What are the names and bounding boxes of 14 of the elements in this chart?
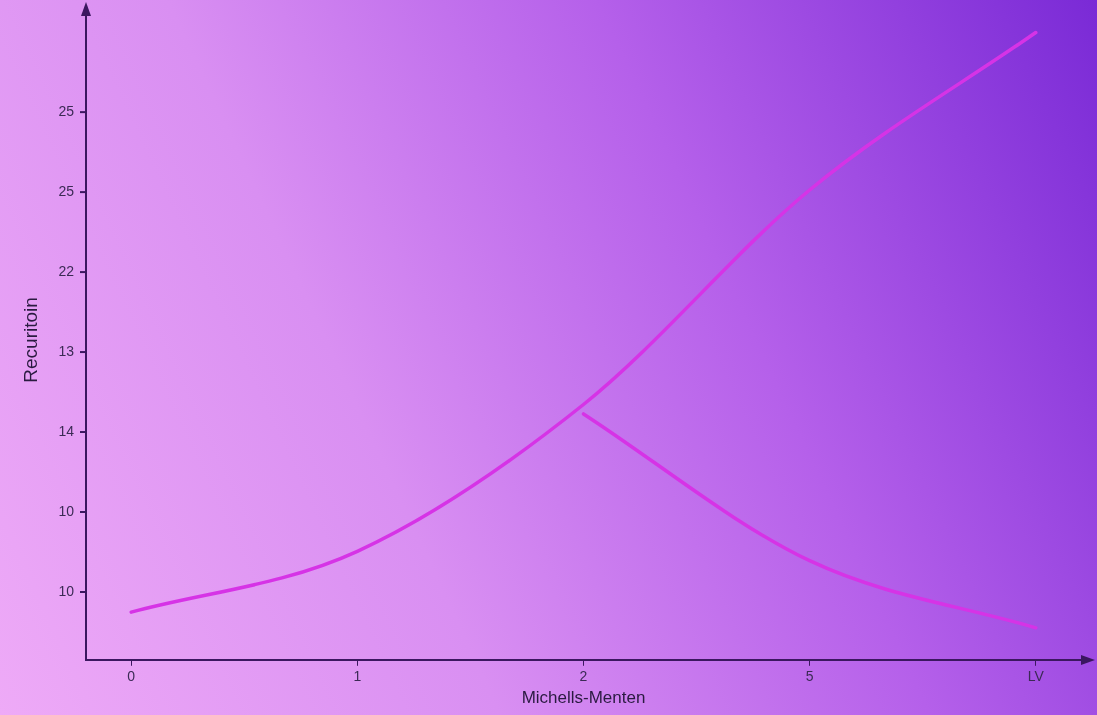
text: 22 [58,262,75,279]
x-tick-label: 2 [579,668,588,685]
text: 14 [58,422,75,439]
x-tick-label: 0 [127,668,136,685]
text: 10 [58,582,75,599]
x-tick-label: 1 [353,668,362,685]
x-axis-title: Michells-Menten [521,688,646,708]
text: 25 [58,182,75,199]
text: 13 [58,342,75,359]
y-axis-title: Recuritoin [19,297,41,383]
x-tick-label: 5 [805,668,814,685]
text: 10 [58,502,75,519]
x-tick-label: LV [1027,668,1045,685]
text: 25 [58,102,75,119]
